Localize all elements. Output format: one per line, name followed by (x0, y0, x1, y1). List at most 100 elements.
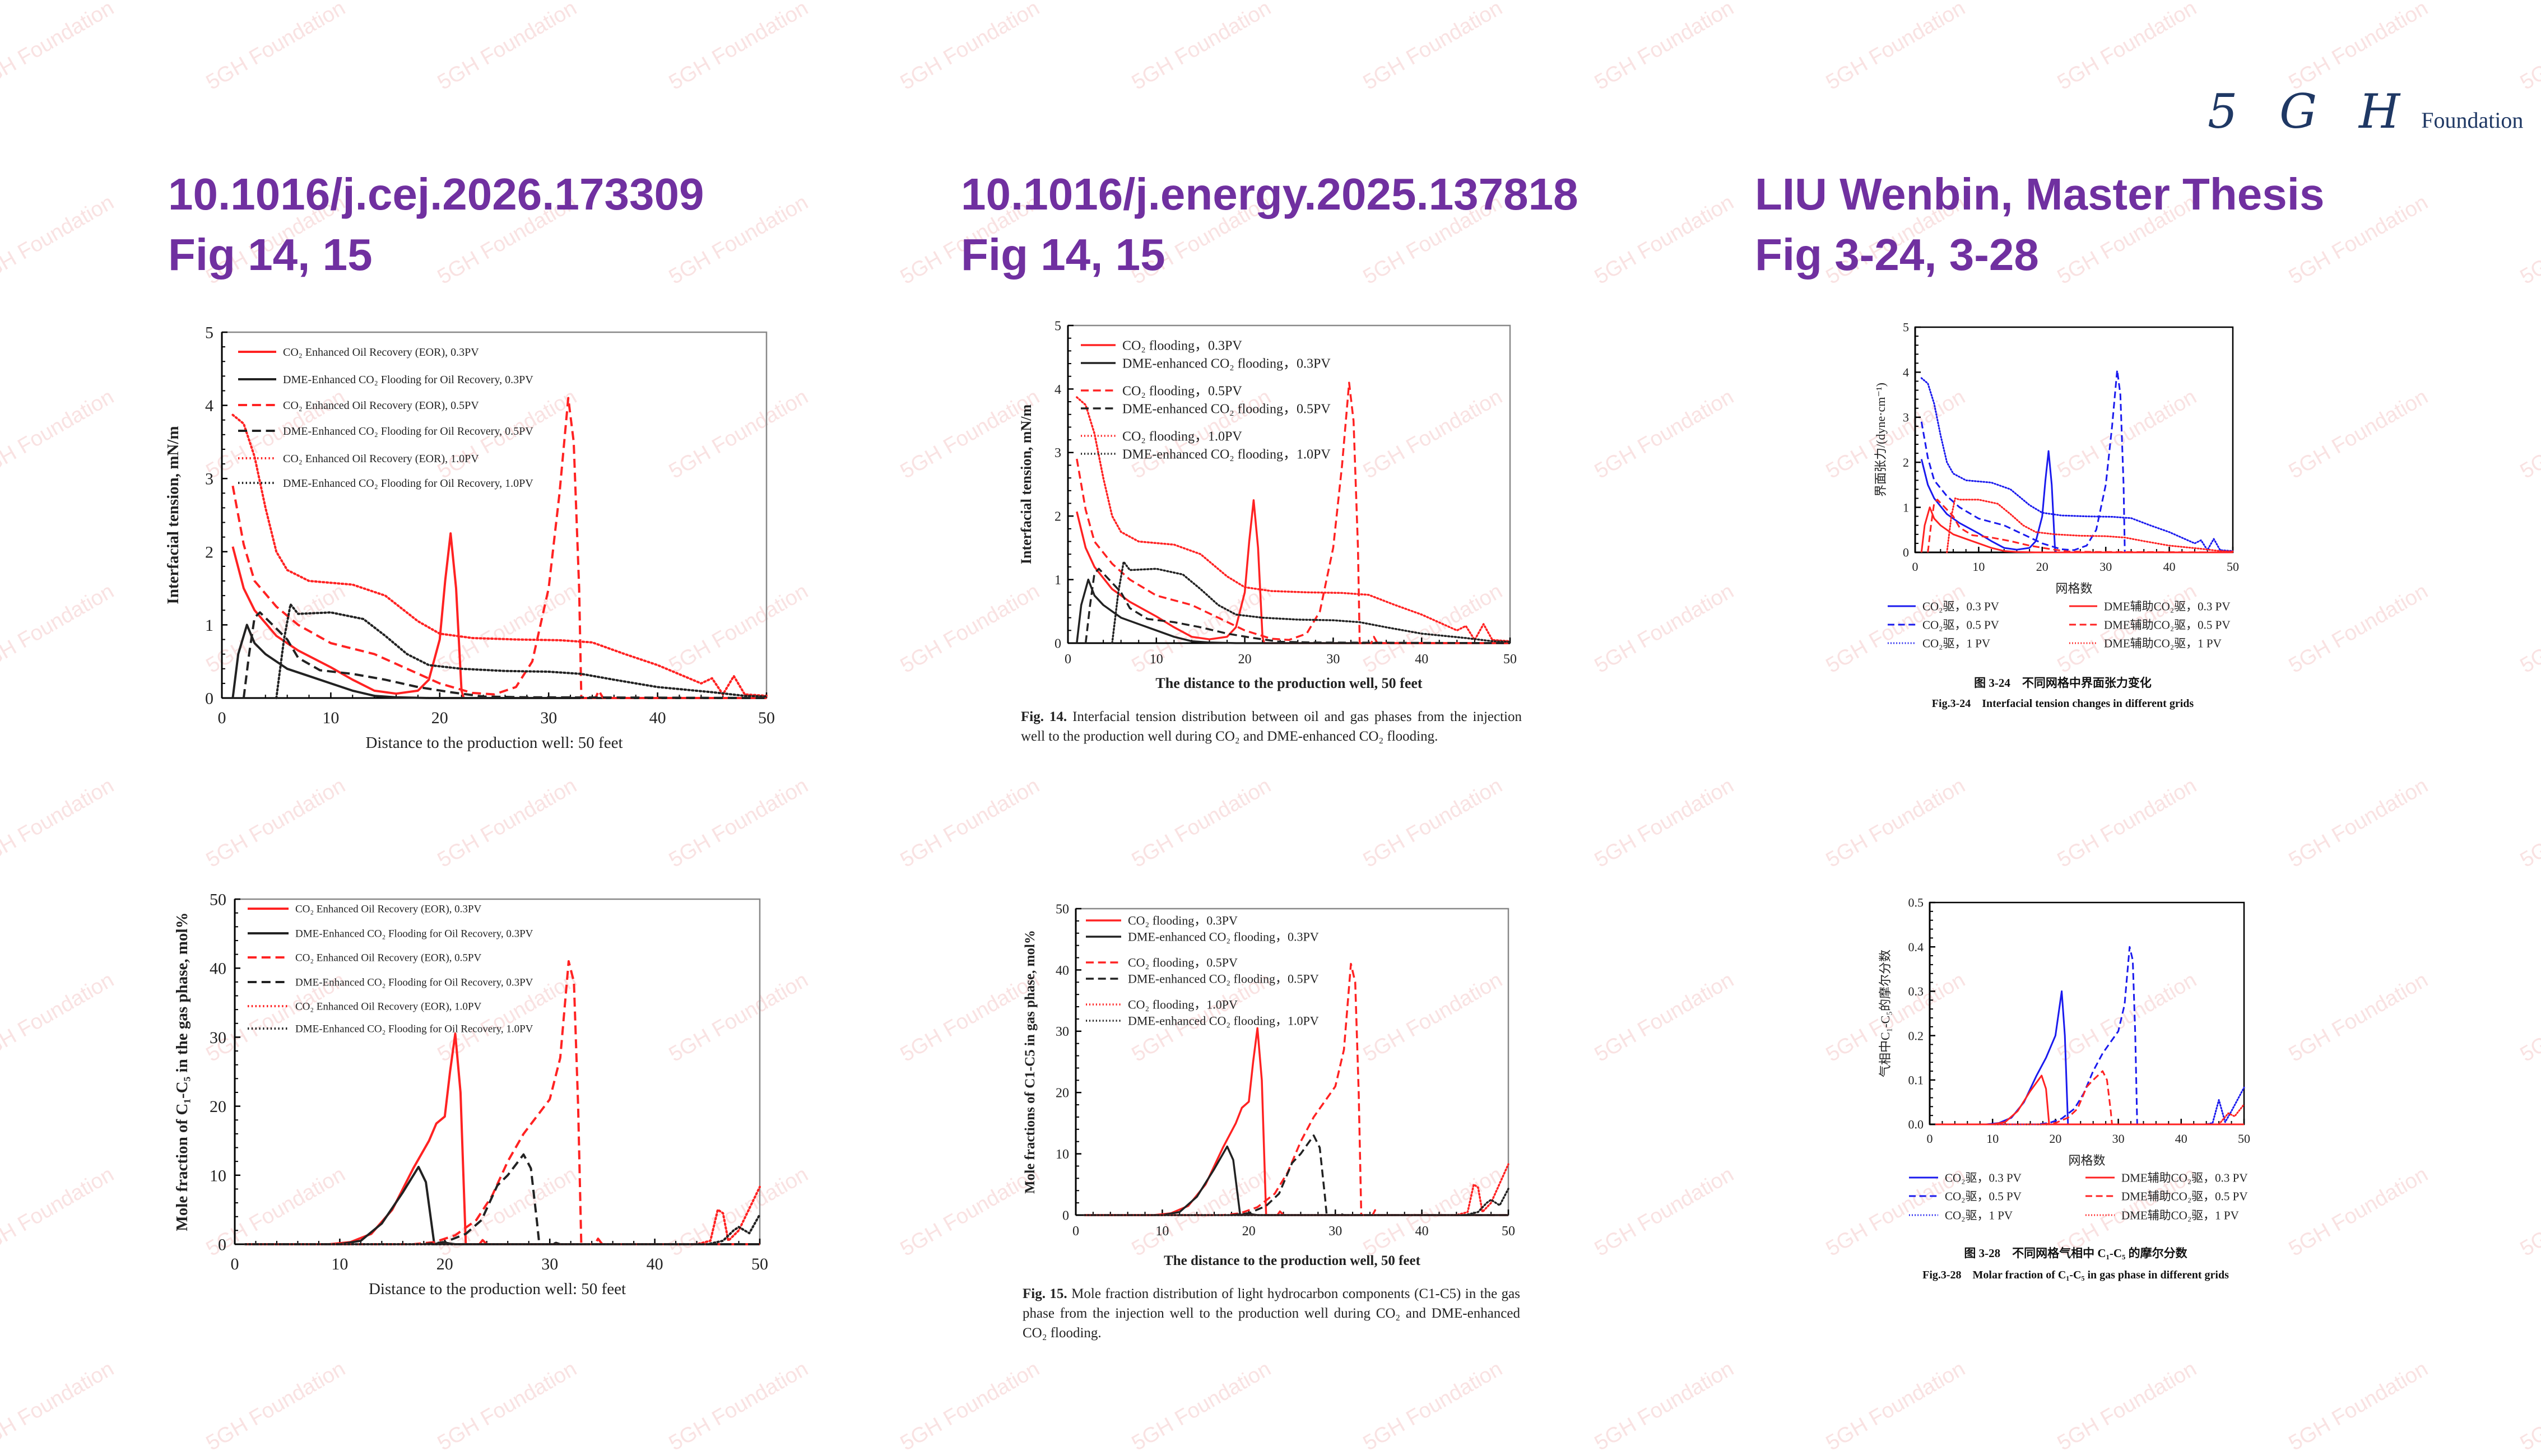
legend-label: CO₂驱，1 PV (1922, 636, 1990, 650)
chart-2: 0 10 20 30 40 50 0 1 2 3 4 5 The distance to the pro… (1018, 319, 1517, 691)
figure-caption-en: Fig.3-28 Molar fraction of C₁-C₅ in gas … (1922, 1269, 2229, 1281)
series-line-6 (1946, 497, 2234, 553)
y-tick-label: 4 (1903, 365, 1909, 379)
legend-label: CO₂ Enhanced Oil Recovery (EOR), 1.0PV (283, 453, 479, 465)
x-tick-label: 10 (1972, 560, 1985, 574)
foundation-logo: 5 G H Foundation (2208, 84, 2523, 139)
legend-item: DME-Enhanced CO₂ Flooding for Oil Recove… (238, 425, 533, 438)
series-line-2 (1920, 369, 2233, 553)
legend-item: CO₂ flooding，0.3PV (1086, 914, 1238, 928)
y-axis-title: Interfacial tension, mN/m (164, 426, 182, 604)
legend-label: DME-Enhanced CO₂ Flooding for Oil Recove… (295, 1024, 533, 1035)
legend-item: CO₂ flooding，1.0PV (1086, 998, 1238, 1012)
legend-item: DME-enhanced CO₂ flooding，0.3PV (1086, 930, 1319, 944)
legend-item: DME辅助CO₂驱，1 PV (2069, 636, 2222, 650)
x-tick-label: 40 (1415, 1224, 1429, 1239)
series-line-5 (1927, 499, 2233, 553)
fig14-caption-text: Interfacial tension distribution between… (1021, 709, 1522, 744)
figure-caption-en: Fig.3-24 Interfacial tension changes in … (1932, 697, 2194, 710)
series-line-3 (245, 960, 760, 1245)
legend-item: CO₂ Enhanced Oil Recovery (EOR), 0.3PV (238, 346, 479, 359)
series-line-6 (1935, 1103, 2245, 1125)
x-tick-label: 20 (1238, 652, 1252, 667)
y-tick-label: 3 (205, 470, 213, 489)
x-axis-title: Distance to the production well: 50 feet (369, 1280, 626, 1298)
x-tick-label: 30 (2112, 1132, 2125, 1146)
legend-label: DME-Enhanced CO₂ Flooding for Oil Recove… (283, 425, 533, 438)
legend-item: DME辅助CO₂驱，1 PV (2085, 1208, 2239, 1222)
legend-label: DME-enhanced CO₂ flooding，0.3PV (1122, 356, 1331, 371)
legend-item: CO₂驱，0.3 PV (1909, 1171, 2022, 1184)
series-line-6 (1111, 561, 1511, 644)
y-tick-label: 3 (1055, 446, 1061, 460)
x-tick-label: 0 (218, 709, 226, 727)
x-tick-label: 40 (647, 1255, 663, 1273)
y-tick-label: 0.4 (1908, 940, 1924, 954)
plot-frame (1067, 324, 1511, 644)
x-tick-label: 20 (436, 1255, 453, 1273)
y-tick-label: 1 (205, 616, 213, 635)
legend-item: CO₂驱，1 PV (1888, 636, 1990, 650)
series-line-3 (1920, 377, 2234, 552)
legend-label: CO₂驱，0.5 PV (1922, 618, 1999, 631)
x-tick-label: 20 (2036, 560, 2048, 574)
series-line-2 (231, 624, 767, 699)
legend-label: DME辅助CO₂驱，1 PV (2104, 636, 2222, 650)
series-line-1 (1084, 1027, 1508, 1216)
series-line-3 (231, 397, 767, 699)
x-tick-label: 0 (1072, 1224, 1079, 1239)
x-tick-label: 10 (1150, 652, 1163, 667)
x-tick-label: 40 (649, 709, 666, 727)
legend: CO₂ Enhanced Oil Recovery (EOR), 0.3PV DM… (248, 904, 533, 1035)
plot-frame (1929, 901, 2245, 1125)
legend-label: DME-Enhanced CO₂ Flooding for Oil Recove… (295, 977, 533, 989)
y-tick-label: 3 (1903, 411, 1909, 425)
series-line-5 (1076, 396, 1511, 643)
legend-item: DME-enhanced CO₂ flooding，1.0PV (1081, 447, 1331, 462)
fig15-caption: Fig. 15. Mole fraction distribution of l… (1023, 1284, 1520, 1343)
legend-item: DME-Enhanced CO₂ Flooding for Oil Recove… (238, 477, 533, 490)
x-tick-label: 10 (1155, 1224, 1169, 1239)
legend-item: DME-enhanced CO₂ flooding，0.5PV (1086, 972, 1319, 986)
series-line-2 (245, 1166, 760, 1245)
x-tick-label: 30 (541, 1255, 558, 1273)
series-line-4 (242, 611, 767, 699)
legend-label: DME-Enhanced CO₂ Flooding for Oil Recove… (283, 477, 533, 490)
x-tick-label: 0 (1065, 652, 1071, 667)
legend-item: CO₂驱，0.5 PV (1909, 1189, 2022, 1203)
y-tick-label: 1 (1903, 500, 1909, 514)
x-tick-label: 10 (331, 1255, 348, 1273)
x-tick-label: 40 (2163, 560, 2176, 574)
legend-item: DME-Enhanced CO₂ Flooding for Oil Recove… (248, 1024, 533, 1035)
column-2-figures: Fig 14, 15 (961, 230, 1165, 280)
column-1-header: 10.1016/j.cej.2026.173309 Fig 14, 15 (168, 164, 704, 285)
legend-label: DME-enhanced CO₂ flooding，0.5PV (1122, 402, 1331, 416)
x-tick-label: 50 (758, 709, 775, 727)
legend-label: DME-enhanced CO₂ flooding，0.5PV (1128, 972, 1319, 986)
series-line-1 (1936, 990, 2244, 1125)
series-line-1 (1920, 450, 2233, 553)
legend-label: CO₂ flooding，1.0PV (1128, 998, 1238, 1012)
y-axis-title: 气相中C₁-C₅的摩尔分数 (1878, 950, 1892, 1077)
x-tick-label: 20 (2049, 1132, 2061, 1146)
legend-label: CO₂ Enhanced Oil Recovery (EOR), 0.5PV (295, 952, 481, 964)
series-line-4 (1231, 1134, 1508, 1216)
y-tick-label: 0 (1903, 546, 1909, 560)
legend-label: CO₂ flooding，0.5PV (1128, 956, 1238, 970)
x-tick-label: 10 (322, 709, 339, 727)
fig15-caption-label: Fig. 15. (1023, 1286, 1067, 1301)
legend-label: CO₂驱，0.3 PV (1945, 1171, 2022, 1184)
x-tick-label: 50 (751, 1255, 768, 1273)
x-tick-label: 40 (1415, 652, 1428, 667)
legend-label: DME辅助CO₂驱，0.5 PV (2121, 1189, 2248, 1203)
legend-item: DME-enhanced CO₂ flooding，1.0PV (1086, 1014, 1319, 1028)
series-line-2 (1936, 946, 2244, 1125)
legend-item: DME-Enhanced CO₂ Flooding for Oil Recove… (248, 977, 533, 989)
y-tick-label: 40 (1056, 964, 1069, 978)
legend-label: CO₂ flooding，0.3PV (1128, 914, 1238, 928)
fig14-caption: Fig. 14. Interfacial tension distributio… (1021, 707, 1522, 746)
y-tick-label: 0.5 (1908, 896, 1924, 910)
x-axis-title: 网格数 (2055, 582, 2092, 596)
series-line-5 (244, 1185, 761, 1245)
legend: CO₂驱，0.3 PV CO₂驱，0.5 PV CO₂驱，1 PV DME辅助CO₂驱… (1888, 599, 2231, 650)
